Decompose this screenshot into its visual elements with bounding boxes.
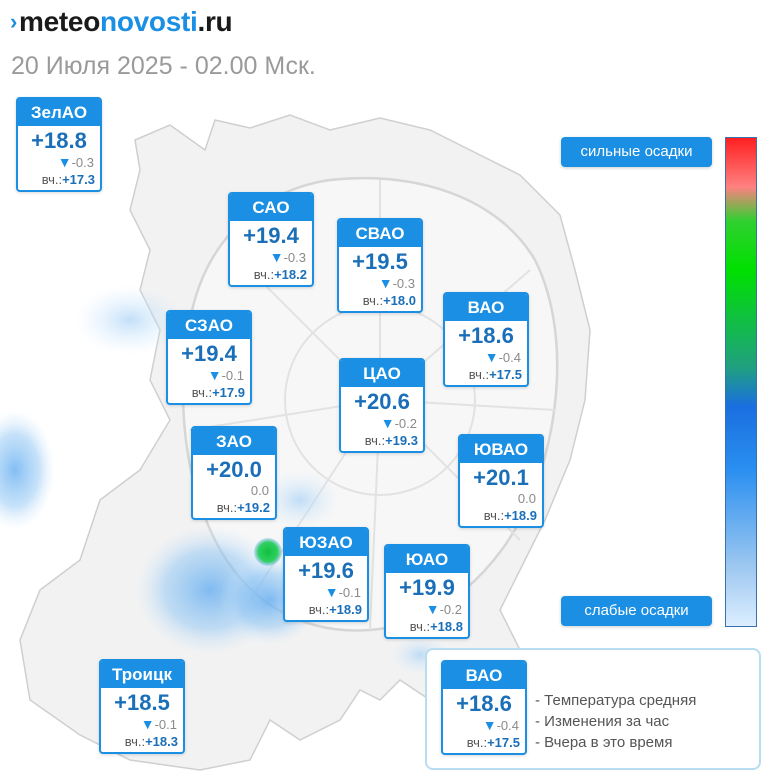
district-change: -0.4 <box>496 718 519 733</box>
district-name: ВАО <box>443 662 525 689</box>
district-change: -0.3 <box>71 155 94 170</box>
district-temp: +20.6 <box>354 389 410 414</box>
district-change: -0.1 <box>338 585 361 600</box>
yesterday-value: +17.5 <box>487 735 520 750</box>
district-card-zelao: ЗелАО +18.8 ▼-0.3 вч.:+17.3 <box>16 97 102 192</box>
yesterday-value: +17.5 <box>489 367 522 382</box>
district-temp: +18.5 <box>114 690 170 715</box>
district-card-cao: ЦАО +20.6 ▼-0.2 вч.:+19.3 <box>339 358 425 453</box>
down-triangle-icon: ▼ <box>482 717 497 733</box>
district-change: 0.0 <box>250 483 269 498</box>
district-card-svao: СВАО +19.5 ▼-0.3 вч.:+18.0 <box>337 218 423 313</box>
legend-box: ВАО +18.6 ▼-0.4 вч.:+17.5 - Температура … <box>425 648 761 770</box>
district-name: ЮЗАО <box>285 529 367 556</box>
down-triangle-icon: ▼ <box>140 716 155 732</box>
yesterday-label: вч.: <box>409 619 431 634</box>
yesterday-label: вч.: <box>124 734 146 749</box>
yesterday-value: +19.2 <box>237 500 270 515</box>
down-triangle-icon: ▼ <box>324 584 339 600</box>
district-name: ВАО <box>445 294 527 321</box>
district-name: ЮВАО <box>460 436 542 463</box>
district-name: ЦАО <box>341 360 423 387</box>
district-change: 0.0 <box>517 491 536 506</box>
down-triangle-icon: ▼ <box>425 601 440 617</box>
yesterday-value: +17.3 <box>62 172 95 187</box>
district-card-yuzao: ЮЗАО +19.6 ▼-0.1 вч.:+18.9 <box>283 527 369 622</box>
district-temp: +18.6 <box>458 323 514 348</box>
yesterday-value: +19.3 <box>385 433 418 448</box>
yesterday-value: +18.9 <box>329 602 362 617</box>
district-card-szao: СЗАО +19.4 ▼-0.1 вч.:+17.9 <box>166 310 252 405</box>
district-change: -0.1 <box>154 717 177 732</box>
district-temp: +20.0 <box>206 457 262 482</box>
yesterday-label: вч.: <box>364 433 386 448</box>
down-triangle-icon: ▼ <box>484 349 499 365</box>
down-triangle-icon: ▼ <box>380 415 395 431</box>
legend-line-temp: - Температура средняя <box>535 692 697 709</box>
district-temp: +20.1 <box>473 465 529 490</box>
district-change: -0.1 <box>221 368 244 383</box>
district-card-sao: САО +19.4 ▼-0.3 вч.:+18.2 <box>228 192 314 287</box>
yesterday-label: вч.: <box>466 735 488 750</box>
district-temp: +19.9 <box>399 575 455 600</box>
yesterday-label: вч.: <box>308 602 330 617</box>
district-name: СЗАО <box>168 312 250 339</box>
heavy-precipitation-label: сильные осадки <box>561 137 712 167</box>
down-triangle-icon: ▼ <box>269 249 284 265</box>
logo-suffix: .ru <box>197 6 233 37</box>
yesterday-value: +18.0 <box>383 293 416 308</box>
district-temp: +19.4 <box>243 223 299 248</box>
district-temp: +18.6 <box>456 691 512 716</box>
district-change: -0.4 <box>498 350 521 365</box>
district-change: -0.3 <box>392 276 415 291</box>
district-card-yuao: ЮАО +19.9 ▼-0.2 вч.:+18.8 <box>384 544 470 639</box>
yesterday-label: вч.: <box>253 267 275 282</box>
district-temp: +18.8 <box>31 128 87 153</box>
down-triangle-icon: ▼ <box>378 275 393 291</box>
yesterday-label: вч.: <box>41 172 63 187</box>
yesterday-label: вч.: <box>468 367 490 382</box>
site-logo[interactable]: › meteo novosti .ru <box>10 6 233 38</box>
yesterday-value: +18.2 <box>274 267 307 282</box>
district-change: -0.2 <box>394 416 417 431</box>
district-name: ЗелАО <box>18 99 100 126</box>
logo-main: novosti <box>100 6 198 37</box>
logo-prefix: meteo <box>19 6 101 37</box>
yesterday-value: +18.3 <box>145 734 178 749</box>
yesterday-value: +17.9 <box>212 385 245 400</box>
date-time-subtitle: 20 Июля 2025 - 02.00 Мск. <box>11 52 316 80</box>
down-triangle-icon: ▼ <box>207 367 222 383</box>
legend-descriptions: - Температура средняя - Изменения за час… <box>535 690 696 753</box>
district-card-vao: ВАО +18.6 ▼-0.4 вч.:+17.5 <box>443 292 529 387</box>
district-change: -0.2 <box>439 602 462 617</box>
district-name: ЗАО <box>193 428 275 455</box>
district-change: -0.3 <box>283 250 306 265</box>
legend-sample-card: ВАО +18.6 ▼-0.4 вч.:+17.5 <box>441 660 527 755</box>
district-temp: +19.6 <box>298 558 354 583</box>
district-name: САО <box>230 194 312 221</box>
yesterday-value: +18.8 <box>430 619 463 634</box>
legend-line-yesterday: - Вчера в это время <box>535 734 673 751</box>
district-card-zao: ЗАО +20.0 0.0 вч.:+19.2 <box>191 426 277 520</box>
district-name: ЮАО <box>386 546 468 573</box>
logo-chevron-icon: › <box>10 9 18 34</box>
district-name: Троицк <box>101 661 183 688</box>
district-card-troitsk: Троицк +18.5 ▼-0.1 вч.:+18.3 <box>99 659 185 754</box>
yesterday-label: вч.: <box>483 508 505 523</box>
down-triangle-icon: ▼ <box>57 154 72 170</box>
precipitation-scale-bar <box>725 137 757 627</box>
legend-line-change: - Изменения за час <box>535 713 670 730</box>
district-temp: +19.5 <box>352 249 408 274</box>
yesterday-value: +18.9 <box>504 508 537 523</box>
light-precipitation-label: слабые осадки <box>561 596 712 626</box>
yesterday-label: вч.: <box>216 500 238 515</box>
district-temp: +19.4 <box>181 341 237 366</box>
yesterday-label: вч.: <box>191 385 213 400</box>
district-card-yuvao: ЮВАО +20.1 0.0 вч.:+18.9 <box>458 434 544 528</box>
yesterday-label: вч.: <box>362 293 384 308</box>
district-name: СВАО <box>339 220 421 247</box>
